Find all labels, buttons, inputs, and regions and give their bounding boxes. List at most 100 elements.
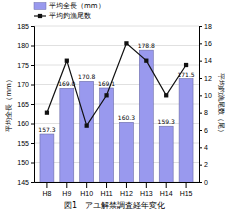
tick-label: 18: [204, 23, 212, 30]
tick-label: 16: [204, 40, 212, 47]
legend-label: 平均全長（mm）: [49, 2, 105, 10]
tick-label: 0: [204, 179, 208, 186]
tick-mark: [199, 95, 202, 96]
axis-title: 平均釣漁尾数（尾）: [217, 73, 225, 136]
tick-mark: [66, 182, 67, 188]
tick-label: 180: [17, 42, 29, 49]
tick: 12: [199, 75, 212, 82]
tick-mark: [86, 182, 87, 188]
tick-label: 175: [17, 62, 29, 69]
tick: H9: [62, 182, 71, 197]
data-label: 178.8: [138, 42, 155, 49]
tick: H12: [120, 182, 133, 197]
tick: 145: [17, 179, 34, 186]
data-label: 160.3: [118, 114, 135, 121]
axis-line: [35, 182, 200, 183]
tick-mark: [31, 143, 34, 144]
marker: [45, 111, 49, 115]
tick-mark: [199, 165, 202, 166]
tick: H14: [160, 182, 173, 197]
tick-mark: [31, 85, 34, 86]
axis: 145 150 155 160 165 170 175 180 185: [17, 23, 34, 186]
legend: 平均全長（mm） 平均釣漁尾数: [34, 2, 105, 20]
axis-line: [200, 27, 203, 183]
tick-mark: [199, 43, 202, 44]
tick-mark: [31, 65, 34, 66]
tick-label: 160: [17, 120, 29, 127]
tick: 175: [17, 62, 34, 69]
grid-line: [34, 162, 199, 163]
tick: 16: [199, 40, 212, 47]
grid: [34, 26, 199, 182]
tick: 155: [17, 140, 34, 147]
grid-line: [34, 45, 199, 46]
axis: 024681012141618: [199, 23, 212, 186]
tick: H15: [180, 182, 193, 197]
tick: H11: [100, 182, 112, 197]
data-label: 157.3: [38, 126, 55, 133]
tick-mark: [31, 124, 34, 125]
legend-item: 平均釣漁尾数: [34, 12, 91, 20]
tick-label: 150: [17, 159, 29, 166]
bar: [179, 79, 193, 182]
legend-label: 平均釣漁尾数: [49, 12, 91, 20]
marker: [144, 59, 148, 63]
grid-line: [34, 104, 199, 105]
tick: 170: [17, 81, 34, 88]
tick-label: 4: [204, 144, 208, 151]
data-label: 170.8: [78, 73, 95, 80]
chart: 157.3 169.0170.8169.1 160.3 178.8 159.3 171.5…: [0, 0, 229, 212]
tick-label: H11: [100, 190, 112, 197]
tick: 160: [17, 120, 34, 127]
line: [47, 43, 186, 125]
tick-label: H13: [140, 190, 153, 197]
marks: [40, 41, 193, 182]
axis: H8 H9 H10 H11 H12 H13 H14 H15: [35, 182, 200, 197]
bar: [60, 88, 74, 182]
tick-label: 12: [204, 75, 212, 82]
tick: H13: [140, 182, 153, 197]
tick-label: 185: [17, 23, 29, 30]
data-label: 159.3: [158, 118, 175, 125]
marker: [184, 63, 188, 67]
axis-line: [31, 27, 35, 183]
tick: 165: [17, 101, 34, 108]
marker: [124, 41, 128, 45]
tick-mark: [31, 104, 34, 105]
tick-mark: [31, 182, 34, 183]
tick-label: 2: [204, 161, 208, 168]
tick-mark: [199, 130, 202, 131]
tick: 150: [17, 159, 34, 166]
tick: H10: [80, 182, 93, 197]
tick-label: H12: [120, 190, 133, 197]
tick: 18: [199, 23, 212, 30]
bar: [40, 134, 54, 182]
tick-mark: [146, 182, 147, 188]
legend-item: 平均全長（mm）: [34, 2, 105, 10]
grid-line: [34, 143, 199, 144]
legend-marker: [38, 14, 42, 18]
tick-label: H8: [42, 190, 51, 197]
grid-line: [34, 26, 199, 27]
tick-mark: [31, 163, 34, 164]
tick: 180: [17, 42, 34, 49]
tick-label: 170: [17, 81, 29, 88]
grid-line: [34, 182, 199, 183]
tick-mark: [31, 26, 34, 27]
tick-mark: [199, 113, 202, 114]
tick: 4: [199, 144, 208, 151]
data-label: 171.5: [177, 71, 194, 78]
tick: 14: [199, 57, 212, 64]
data-label: 169.1: [98, 80, 115, 87]
marker: [65, 59, 69, 63]
tick-mark: [46, 182, 47, 188]
bar: [80, 81, 94, 182]
tick-mark: [166, 182, 167, 188]
tick-mark: [199, 147, 202, 148]
marker: [85, 124, 89, 128]
grid-line: [34, 65, 199, 66]
marker: [104, 93, 108, 97]
tick-label: H9: [62, 190, 71, 197]
tick-label: H10: [80, 190, 93, 197]
data-label: 169.0: [58, 80, 75, 87]
